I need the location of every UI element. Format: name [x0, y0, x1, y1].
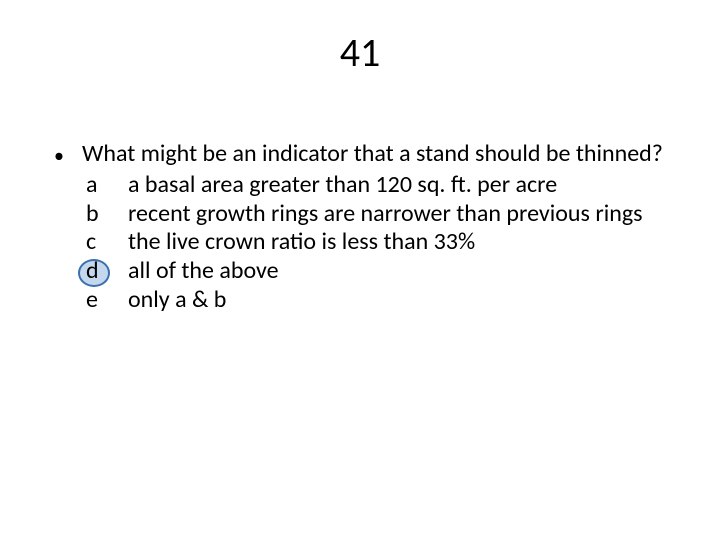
option-letter: b — [82, 200, 99, 229]
option-letter: e — [82, 286, 98, 315]
option-text: only a & b — [128, 286, 666, 315]
option-row: e only a & b — [82, 286, 666, 315]
option-row: b recent growth rings are narrower than … — [82, 200, 666, 229]
option-letter-wrap: c — [82, 228, 128, 257]
option-text: all of the above — [128, 257, 666, 286]
option-letter-wrap: e — [82, 286, 128, 315]
option-text: recent growth rings are narrower than pr… — [128, 200, 666, 229]
option-text: the live crown ratio is less than 33% — [128, 228, 666, 257]
slide-body: • What might be an indicator that a stan… — [54, 140, 666, 315]
option-text: a basal area greater than 120 sq. ft. pe… — [128, 171, 666, 200]
option-letter-wrap: b — [82, 200, 128, 229]
option-letter-wrap: d — [82, 257, 128, 286]
question-text: What might be an indicator that a stand … — [82, 140, 666, 169]
slide-number-title: 41 — [0, 28, 720, 77]
bullet-icon: • — [54, 140, 82, 168]
option-letter: a — [82, 171, 98, 200]
option-row: a a basal area greater than 120 sq. ft. … — [82, 171, 666, 200]
option-letter-wrap: a — [82, 171, 128, 200]
option-row: d all of the above — [82, 257, 666, 286]
slide: 41 • What might be an indicator that a s… — [0, 0, 720, 540]
option-letter: d — [82, 257, 99, 286]
question-row: • What might be an indicator that a stan… — [54, 140, 666, 169]
option-row: c the live crown ratio is less than 33% — [82, 228, 666, 257]
option-letter: c — [82, 228, 96, 257]
